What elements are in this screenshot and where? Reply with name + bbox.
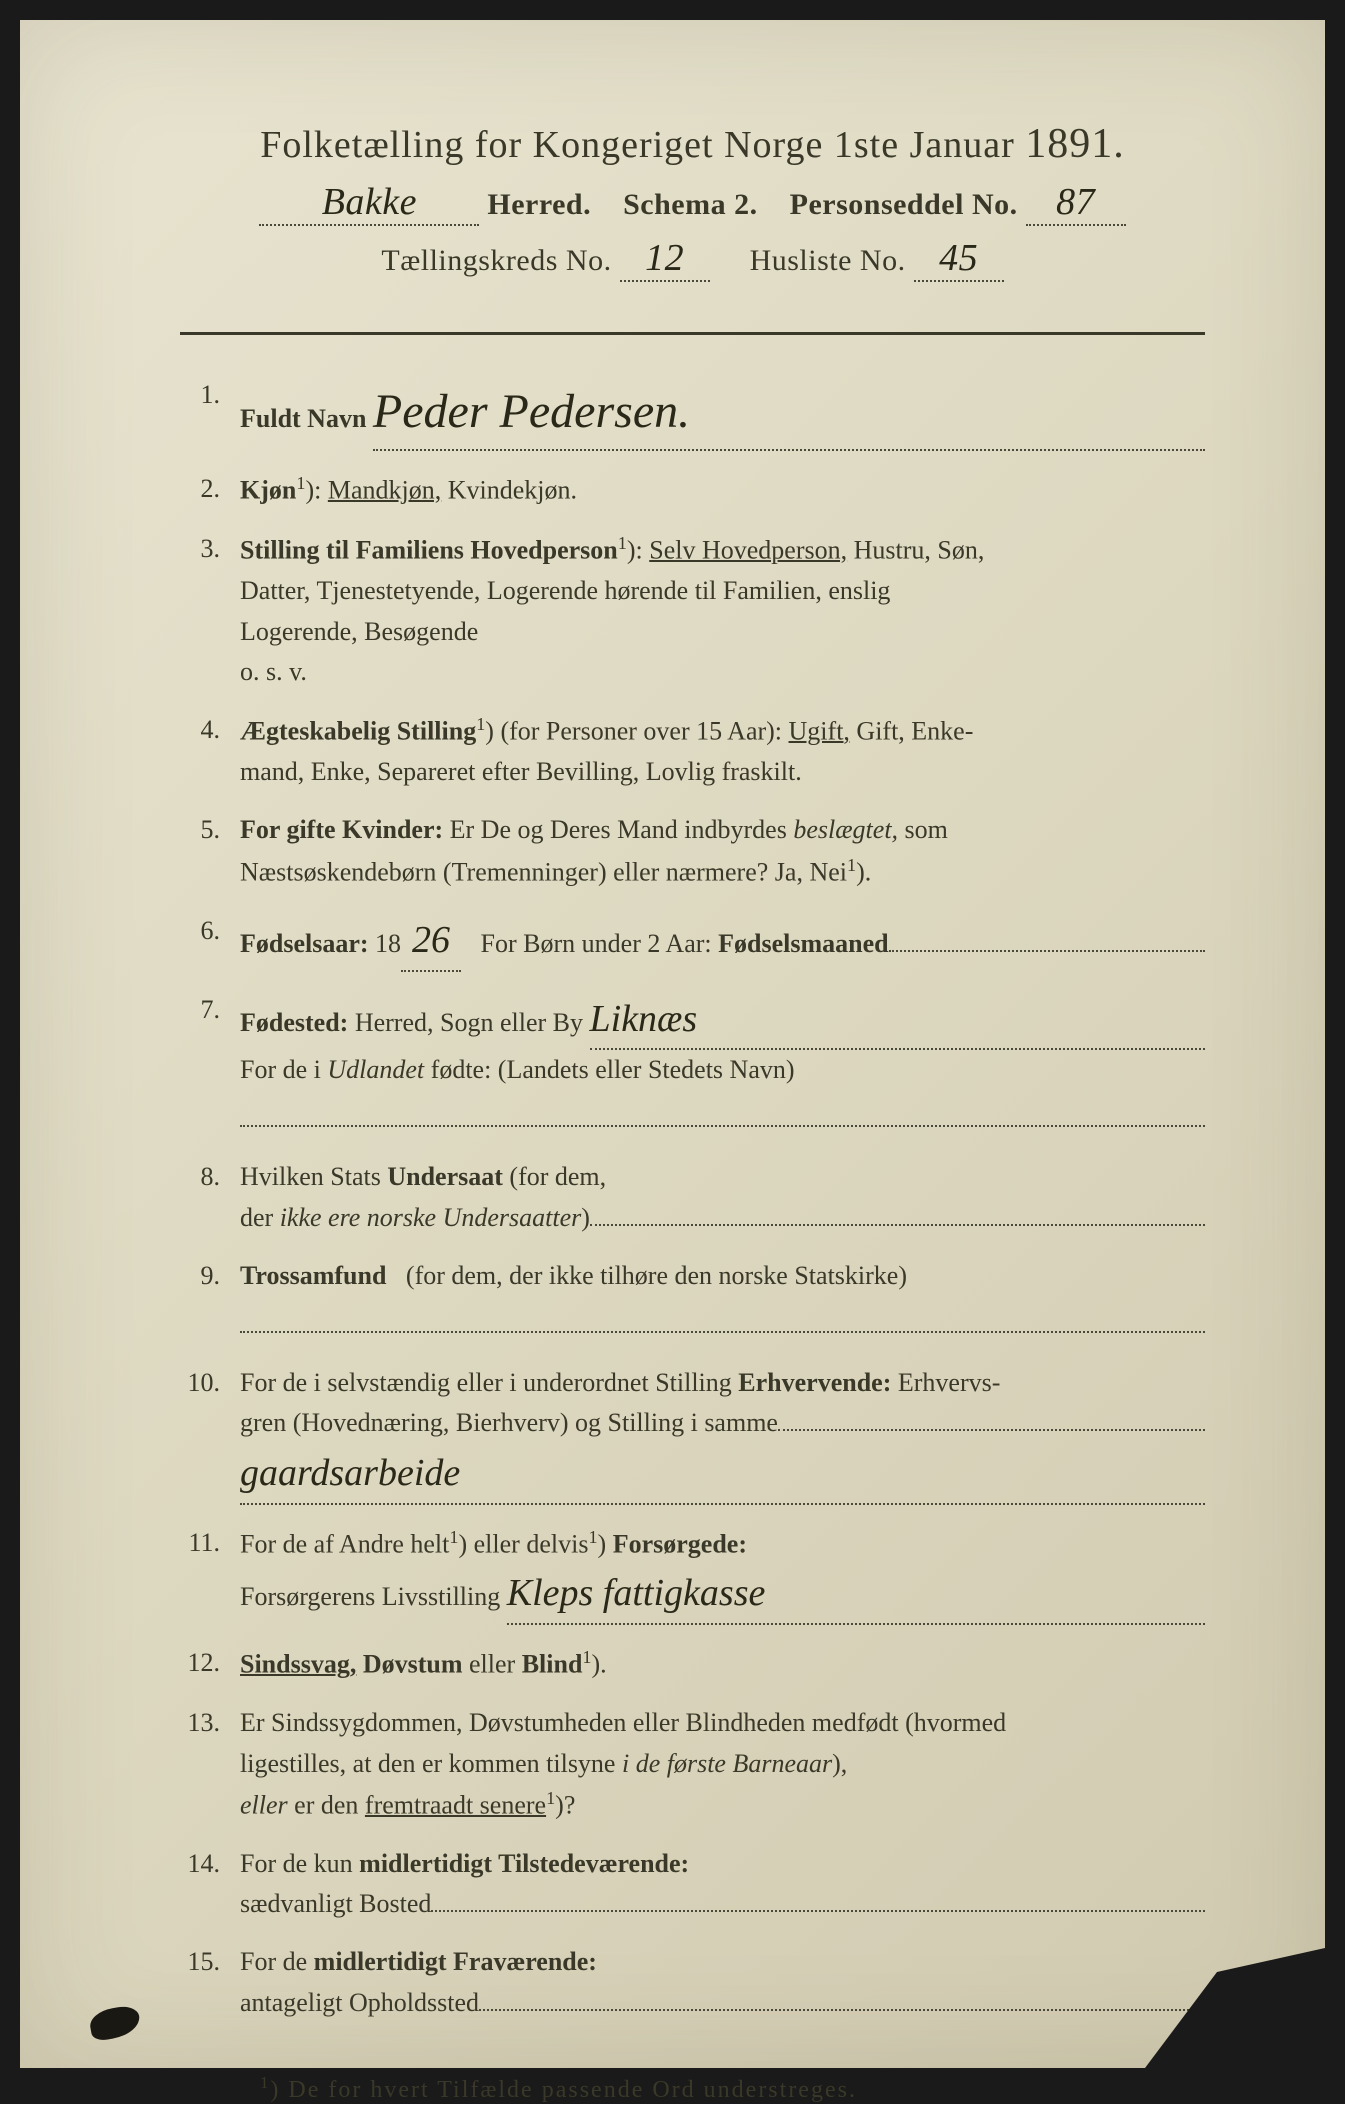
item-12: 12. Sindssvag, Døvstum eller Blind1). xyxy=(180,1643,1205,1685)
item-num: 3. xyxy=(180,529,240,692)
relation-selected: Selv Hovedperson, xyxy=(649,536,847,565)
divider xyxy=(180,332,1205,335)
herred-value: Bakke xyxy=(322,180,417,224)
item-num: 8. xyxy=(180,1157,240,1238)
label: For gifte Kvinder: xyxy=(240,815,443,844)
item-num: 10. xyxy=(180,1363,240,1504)
ink-blot-decoration xyxy=(88,2004,142,2042)
subheader-2: Tællingskreds No. 12 Husliste No. 45 xyxy=(180,236,1205,282)
item-num: 9. xyxy=(180,1256,240,1345)
item-num: 4. xyxy=(180,710,240,792)
item-num: 2. xyxy=(180,469,240,511)
item-6: 6. Fødselsaar: 1826 For Børn under 2 Aar… xyxy=(180,911,1205,972)
census-form-page: Folketælling for Kongeriget Norge 1ste J… xyxy=(20,20,1325,2068)
title-text: Folketælling for Kongeriget Norge 1ste J… xyxy=(260,124,1015,166)
item-3: 3. Stilling til Familiens Hovedperson1):… xyxy=(180,529,1205,692)
personseddel-label: Personseddel No. xyxy=(790,188,1018,221)
birthyear-value: 26 xyxy=(412,911,450,970)
label: Trossamfund xyxy=(240,1261,386,1290)
birthplace-value: Liknæs xyxy=(590,990,698,1049)
supporter-value: Kleps fattigkasse xyxy=(507,1564,766,1623)
title-year: 1891. xyxy=(1025,121,1125,167)
sex-other: Kvindekjøn. xyxy=(448,476,577,505)
label: Stilling til Familiens Hovedperson xyxy=(240,536,618,565)
item-5: 5. For gifte Kvinder: Er De og Deres Man… xyxy=(180,810,1205,892)
item-11: 11. For de af Andre helt1) eller delvis1… xyxy=(180,1523,1205,1626)
item-num: 14. xyxy=(180,1844,240,1925)
item-8: 8. Hvilken Stats Undersaat (for dem, der… xyxy=(180,1157,1205,1238)
herred-label: Herred. xyxy=(487,188,591,221)
item-15: 15. For de midlertidigt Fraværende: anta… xyxy=(180,1942,1205,2023)
label: Fødselsaar: xyxy=(240,924,369,964)
item-13: 13. Er Sindssygdommen, Døvstumheden elle… xyxy=(180,1703,1205,1826)
name-value: Peder Pedersen. xyxy=(373,375,690,449)
husliste-value: 45 xyxy=(939,236,978,280)
item-1: 1. Fuldt Navn Peder Pedersen. xyxy=(180,375,1205,451)
item-num: 11. xyxy=(180,1523,240,1626)
kreds-label: Tællingskreds No. xyxy=(381,244,611,277)
item-num: 5. xyxy=(180,810,240,892)
subheader-1: Bakke Herred. Schema 2. Personseddel No.… xyxy=(180,180,1205,226)
label: Fødested: xyxy=(240,1003,348,1043)
form-items: 1. Fuldt Navn Peder Pedersen. 2. Kjøn1):… xyxy=(180,375,1205,2023)
item-2: 2. Kjøn1): Mandkjøn, Kvindekjøn. xyxy=(180,469,1205,511)
schema-label: Schema 2. xyxy=(623,188,758,221)
item-num: 1. xyxy=(180,375,240,451)
form-header: Folketælling for Kongeriget Norge 1ste J… xyxy=(180,120,1205,282)
item-num: 15. xyxy=(180,1942,240,2023)
item-num: 7. xyxy=(180,990,240,1140)
item-10: 10. For de i selvstændig eller i underor… xyxy=(180,1363,1205,1504)
item-num: 12. xyxy=(180,1643,240,1685)
sex-selected: Mandkjøn, xyxy=(328,476,441,505)
label: Fuldt Navn xyxy=(240,399,366,439)
form-title: Folketælling for Kongeriget Norge 1ste J… xyxy=(180,120,1205,168)
kreds-value: 12 xyxy=(645,236,684,280)
marital-selected: Ugift, xyxy=(789,717,850,746)
item-num: 13. xyxy=(180,1703,240,1826)
item-7: 7. Fødested: Herred, Sogn eller By Liknæ… xyxy=(180,990,1205,1140)
occupation-value: gaardsarbeide xyxy=(240,1444,460,1503)
item-9: 9. Trossamfund (for dem, der ikke tilhør… xyxy=(180,1256,1205,1345)
item-4: 4. Ægteskabelig Stilling1) (for Personer… xyxy=(180,710,1205,792)
husliste-label: Husliste No. xyxy=(750,244,906,277)
label: Kjøn xyxy=(240,476,296,505)
item-num: 6. xyxy=(180,911,240,972)
personseddel-value: 87 xyxy=(1056,180,1095,224)
disability-selected: Sindssvag, xyxy=(240,1650,356,1679)
label: Ægteskabelig Stilling xyxy=(240,717,476,746)
footnote: 1) De for hvert Tilfælde passende Ord un… xyxy=(180,2073,1205,2104)
item-14: 14. For de kun midlertidigt Tilstedevære… xyxy=(180,1844,1205,1925)
